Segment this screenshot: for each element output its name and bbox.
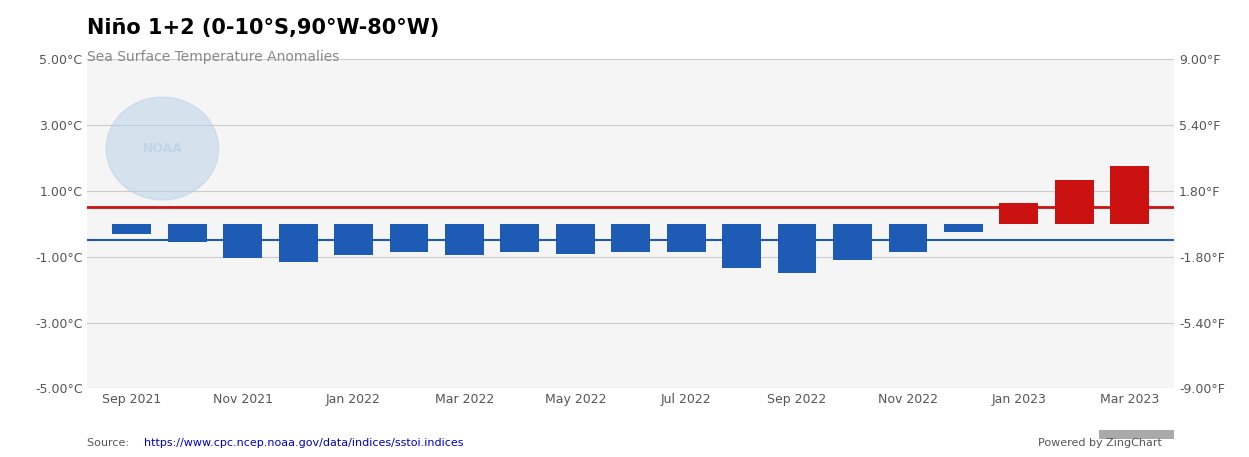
Bar	[944, 224, 983, 232]
Bar	[279, 224, 317, 262]
Bar	[1110, 166, 1149, 224]
Text: NOAA: NOAA	[142, 142, 182, 155]
Text: https://www.cpc.ncep.noaa.gov/data/indices/sstoi.indices: https://www.cpc.ncep.noaa.gov/data/indic…	[144, 438, 463, 448]
Bar	[556, 224, 595, 254]
Text: Niño 1+2 (0-10°S,90°W-80°W): Niño 1+2 (0-10°S,90°W-80°W)	[87, 18, 440, 38]
Circle shape	[106, 97, 219, 200]
Text: Source:: Source:	[87, 438, 132, 448]
Bar	[390, 224, 428, 252]
Bar	[833, 224, 872, 260]
Text: Sea Surface Temperature Anomalies: Sea Surface Temperature Anomalies	[87, 50, 340, 64]
Bar	[501, 224, 540, 252]
Bar	[167, 224, 206, 242]
Bar	[888, 224, 927, 252]
Bar	[611, 224, 651, 252]
Bar	[335, 224, 373, 255]
Bar	[112, 224, 151, 234]
Bar	[722, 224, 761, 268]
Bar	[667, 224, 706, 252]
Bar	[1055, 180, 1094, 224]
FancyBboxPatch shape	[1095, 429, 1178, 439]
Bar	[445, 224, 483, 255]
Bar	[999, 202, 1038, 224]
Bar	[224, 224, 262, 259]
Text: Powered by ZingChart: Powered by ZingChart	[1038, 438, 1162, 448]
Bar	[778, 224, 817, 273]
